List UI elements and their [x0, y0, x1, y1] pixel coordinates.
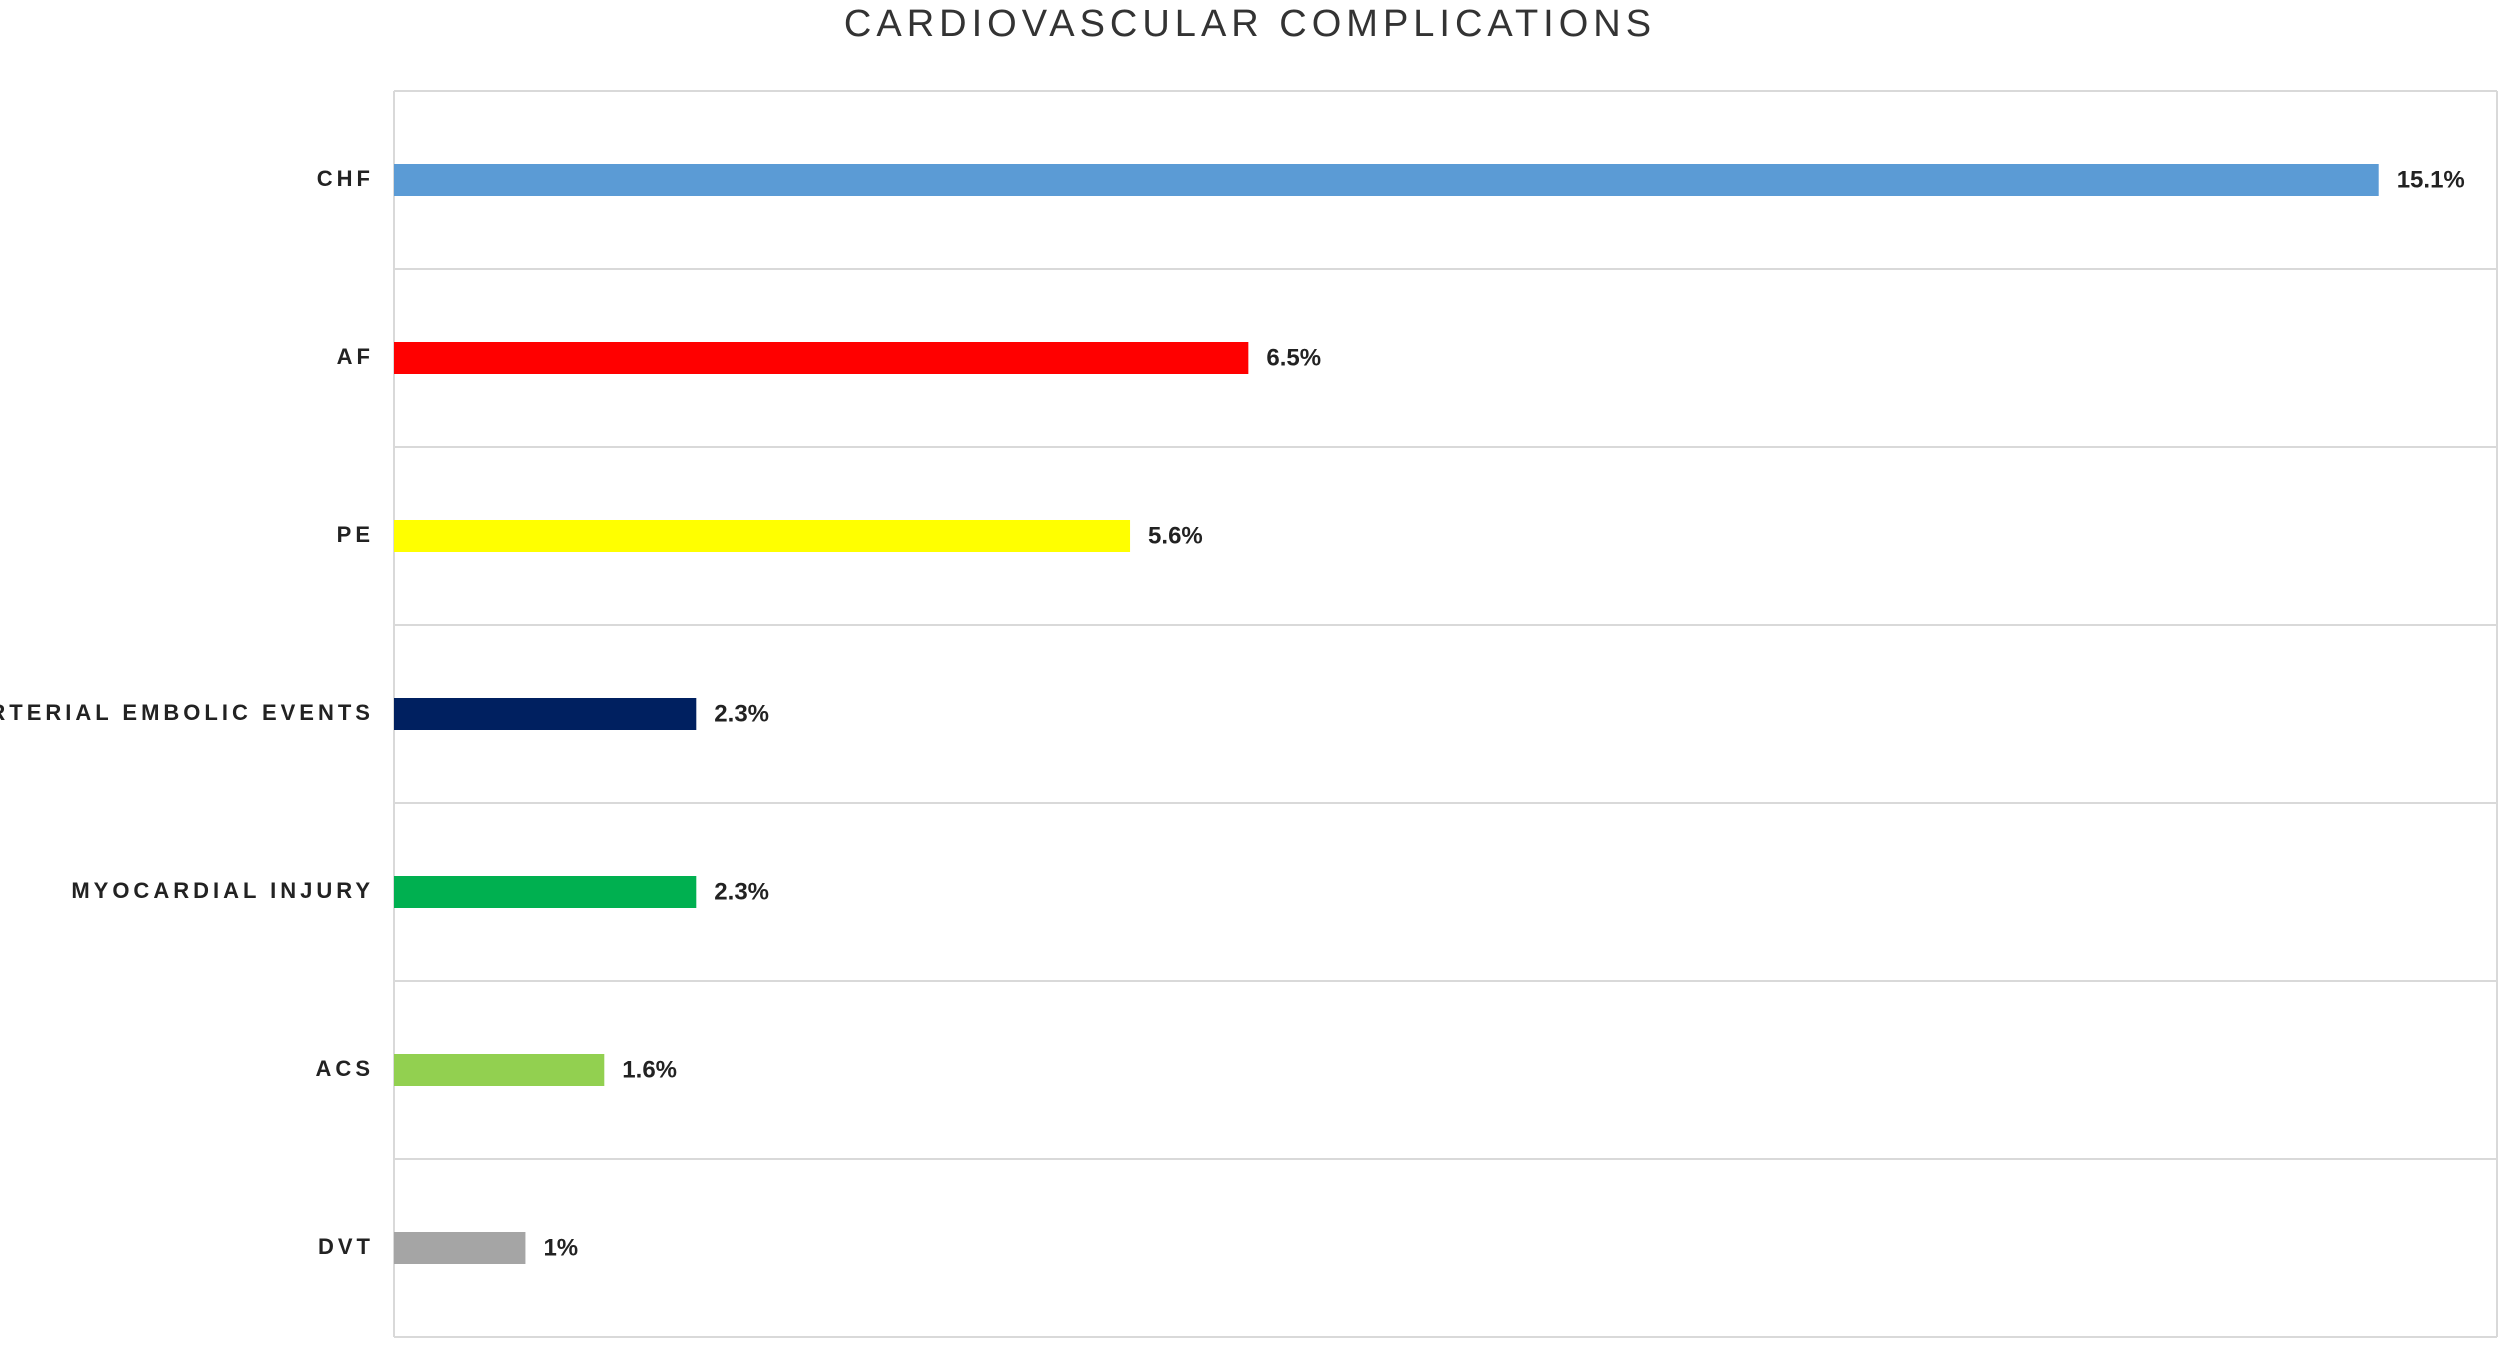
y-tick-label: ACS — [316, 1056, 374, 1081]
y-tick-label: PE — [337, 522, 374, 547]
value-label: 6.5% — [1266, 344, 1321, 371]
bar — [394, 1232, 526, 1264]
y-tick-label: MYOCARDIAL INJURY — [71, 878, 374, 903]
bar — [394, 520, 1131, 552]
bar — [394, 876, 697, 908]
bar — [394, 1054, 605, 1086]
y-tick-label: CHF — [317, 166, 374, 191]
value-label: 15.1% — [2397, 166, 2465, 193]
bar — [394, 698, 697, 730]
value-label: 1.6% — [622, 1056, 677, 1083]
y-tick-label: AF — [337, 344, 374, 369]
value-label: 2.3% — [714, 878, 769, 905]
value-label: 1% — [543, 1234, 578, 1261]
value-label: 2.3% — [714, 700, 769, 727]
y-tick-label: ARTERIAL EMBOLIC EVENTS — [0, 700, 374, 725]
bar — [394, 342, 1249, 374]
bar — [394, 164, 2379, 196]
value-label: 5.6% — [1148, 522, 1203, 549]
y-tick-label: DVT — [318, 1234, 374, 1259]
chart-title: CARDIOVASCULAR COMPLICATIONS — [844, 3, 1656, 45]
